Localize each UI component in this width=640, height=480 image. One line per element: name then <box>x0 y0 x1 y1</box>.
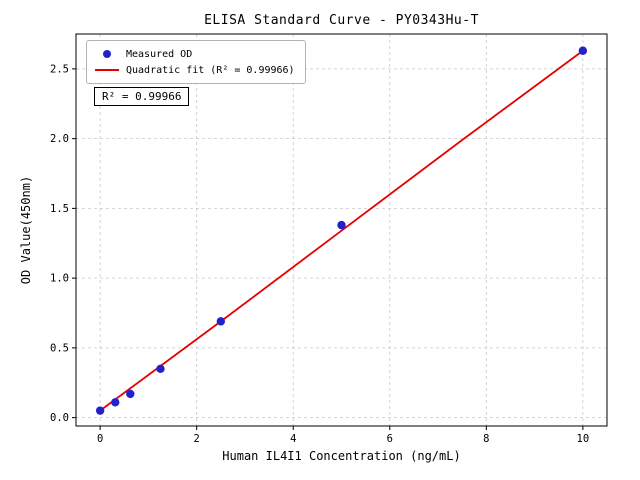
data-point <box>578 46 588 55</box>
y-tick-label: 0.0 <box>50 412 69 424</box>
line-marker-icon <box>94 69 120 71</box>
legend-item-measured-od: Measured OD <box>94 46 295 62</box>
data-point <box>337 220 346 230</box>
legend-label-measured-od: Measured OD <box>126 48 193 60</box>
x-tick-label: 4 <box>290 433 296 445</box>
y-tick-label: 2.5 <box>50 63 69 75</box>
y-tick-label: 0.5 <box>50 342 69 354</box>
scatter-marker-icon <box>94 50 120 58</box>
legend-item-quadratic-fit: Quadratic fit (R² = 0.99966) <box>94 62 295 78</box>
x-tick-label: 8 <box>483 433 489 445</box>
x-tick-label: 2 <box>194 433 200 445</box>
legend-label-quadratic-fit: Quadratic fit (R² = 0.99966) <box>126 64 295 76</box>
x-tick-label: 0 <box>97 433 103 445</box>
chart-title: ELISA Standard Curve - PY0343Hu-T <box>204 13 479 28</box>
data-point <box>216 317 226 326</box>
data-point <box>156 364 165 374</box>
axes-border <box>75 33 608 427</box>
y-tick-label: 2.0 <box>50 133 69 145</box>
x-tick-label: 6 <box>387 433 393 445</box>
data-point <box>111 398 120 407</box>
y-tick-label: 1.5 <box>50 203 69 215</box>
fit-line <box>99 50 584 412</box>
r-squared-annotation: R² = 0.99966 <box>94 87 190 106</box>
data-point <box>95 406 105 415</box>
y-tick-label: 1.0 <box>50 273 69 285</box>
legend: Measured OD Quadratic fit (R² = 0.99966) <box>86 40 306 84</box>
data-point <box>126 389 135 399</box>
x-tick-label: 10 <box>577 433 590 445</box>
x-axis-label: Human IL4I1 Concentration (ng/mL) <box>222 449 461 463</box>
